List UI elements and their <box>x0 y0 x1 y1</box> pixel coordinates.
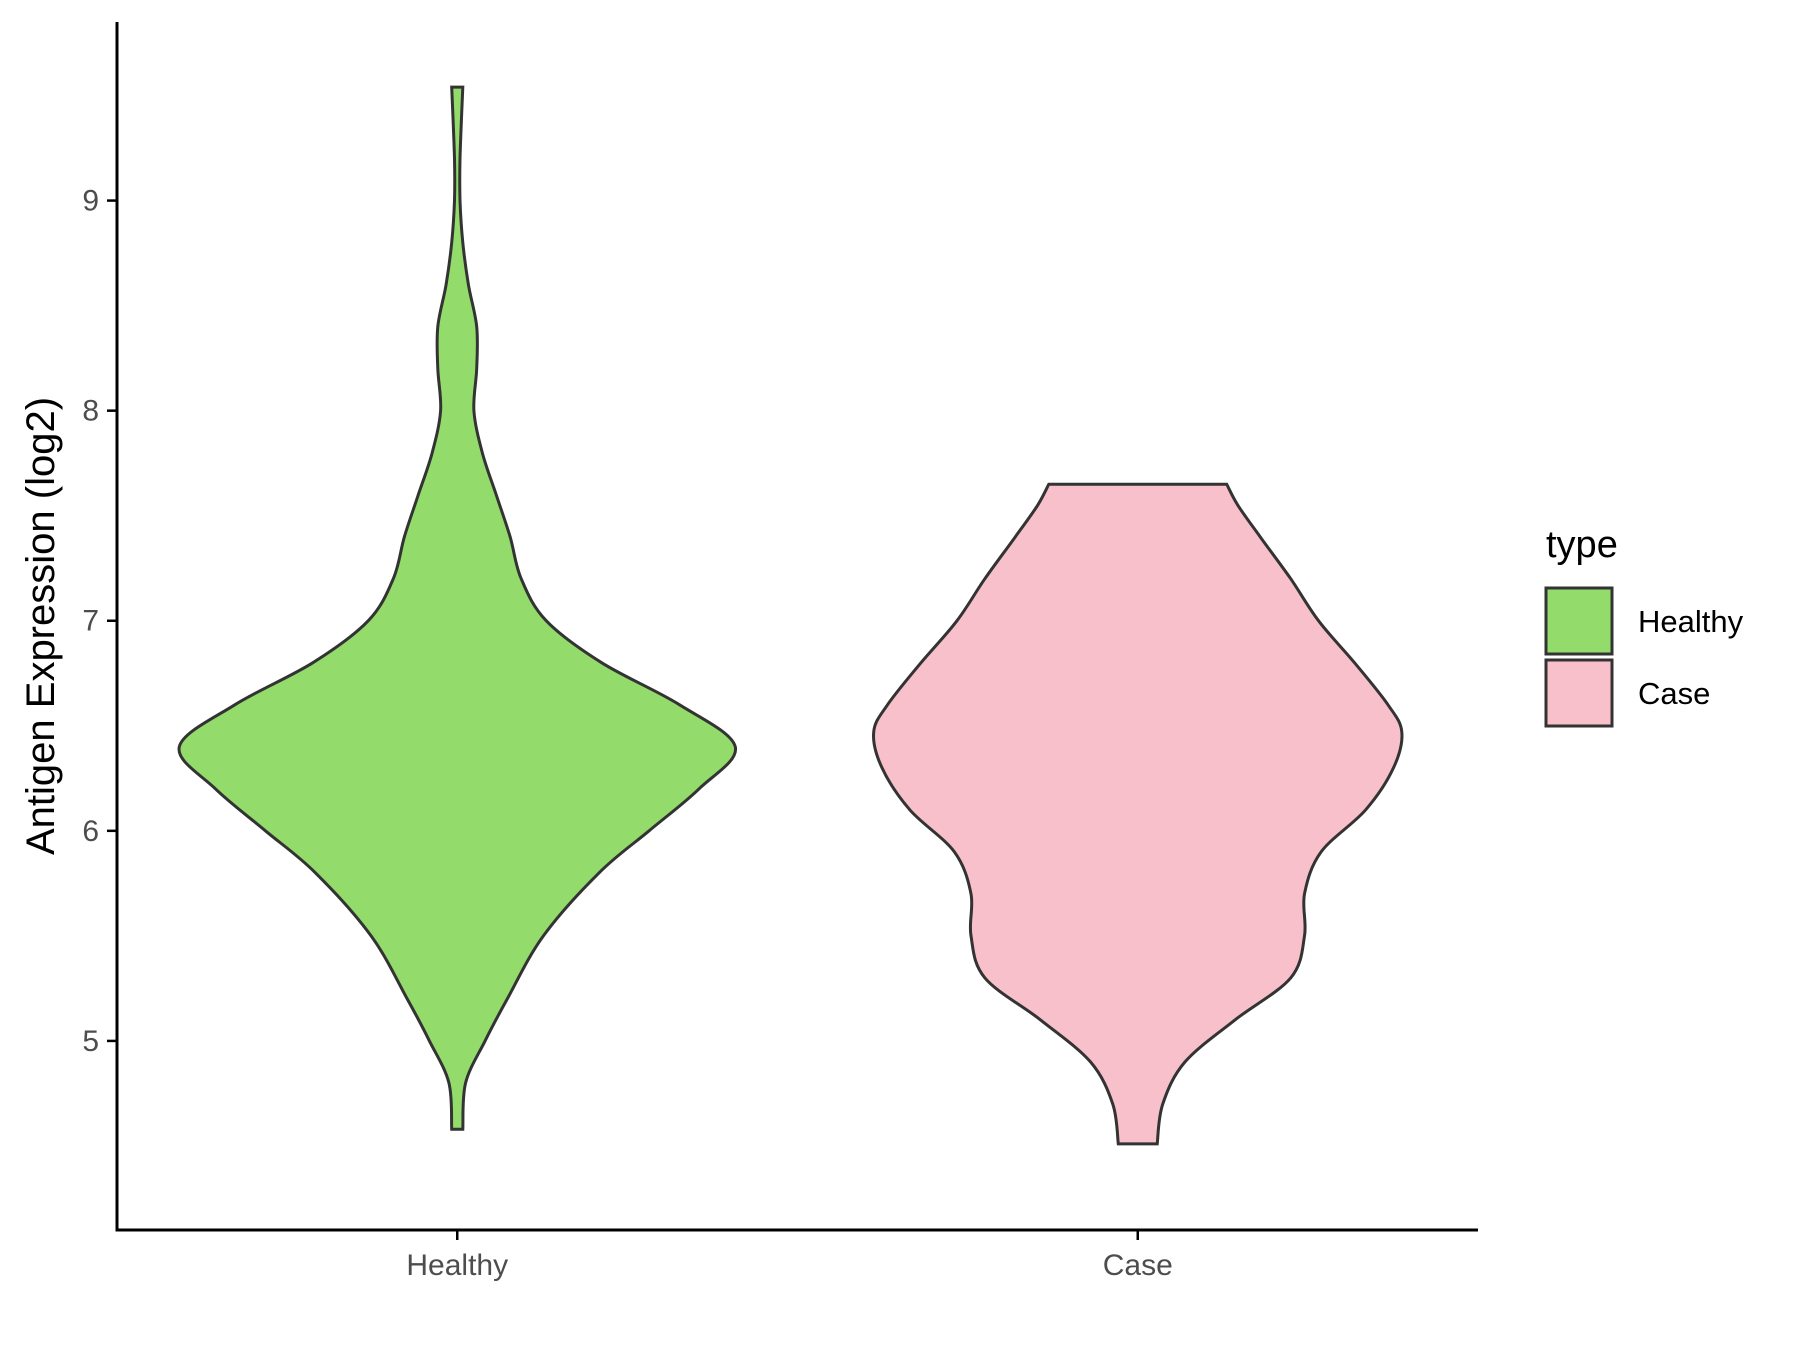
violin-healthy <box>177 85 737 1131</box>
violin-case <box>872 482 1404 1146</box>
legend-key-case <box>1544 658 1614 728</box>
y-tick-label: 5 <box>82 1025 99 1058</box>
y-tick-label: 7 <box>82 605 99 638</box>
legend-title: type <box>1546 524 1618 566</box>
legend-label-case: Case <box>1638 676 1710 711</box>
y-tick-label: 6 <box>82 815 99 848</box>
y-axis-title: Antigen Expression (log2) <box>19 397 63 855</box>
y-tick-label: 9 <box>82 185 99 218</box>
legend: type Healthy Case <box>1544 524 1744 728</box>
legend-label-healthy: Healthy <box>1638 604 1744 639</box>
x-tick-label: Healthy <box>406 1249 508 1282</box>
y-tick-label: 8 <box>82 395 99 428</box>
violin-group <box>177 85 1404 1146</box>
x-tick-label: Case <box>1103 1249 1173 1282</box>
y-axis-ticks: 5 6 7 8 9 <box>82 185 117 1058</box>
x-axis-ticks: Healthy Case <box>406 1230 1173 1282</box>
legend-key-healthy <box>1544 586 1614 656</box>
